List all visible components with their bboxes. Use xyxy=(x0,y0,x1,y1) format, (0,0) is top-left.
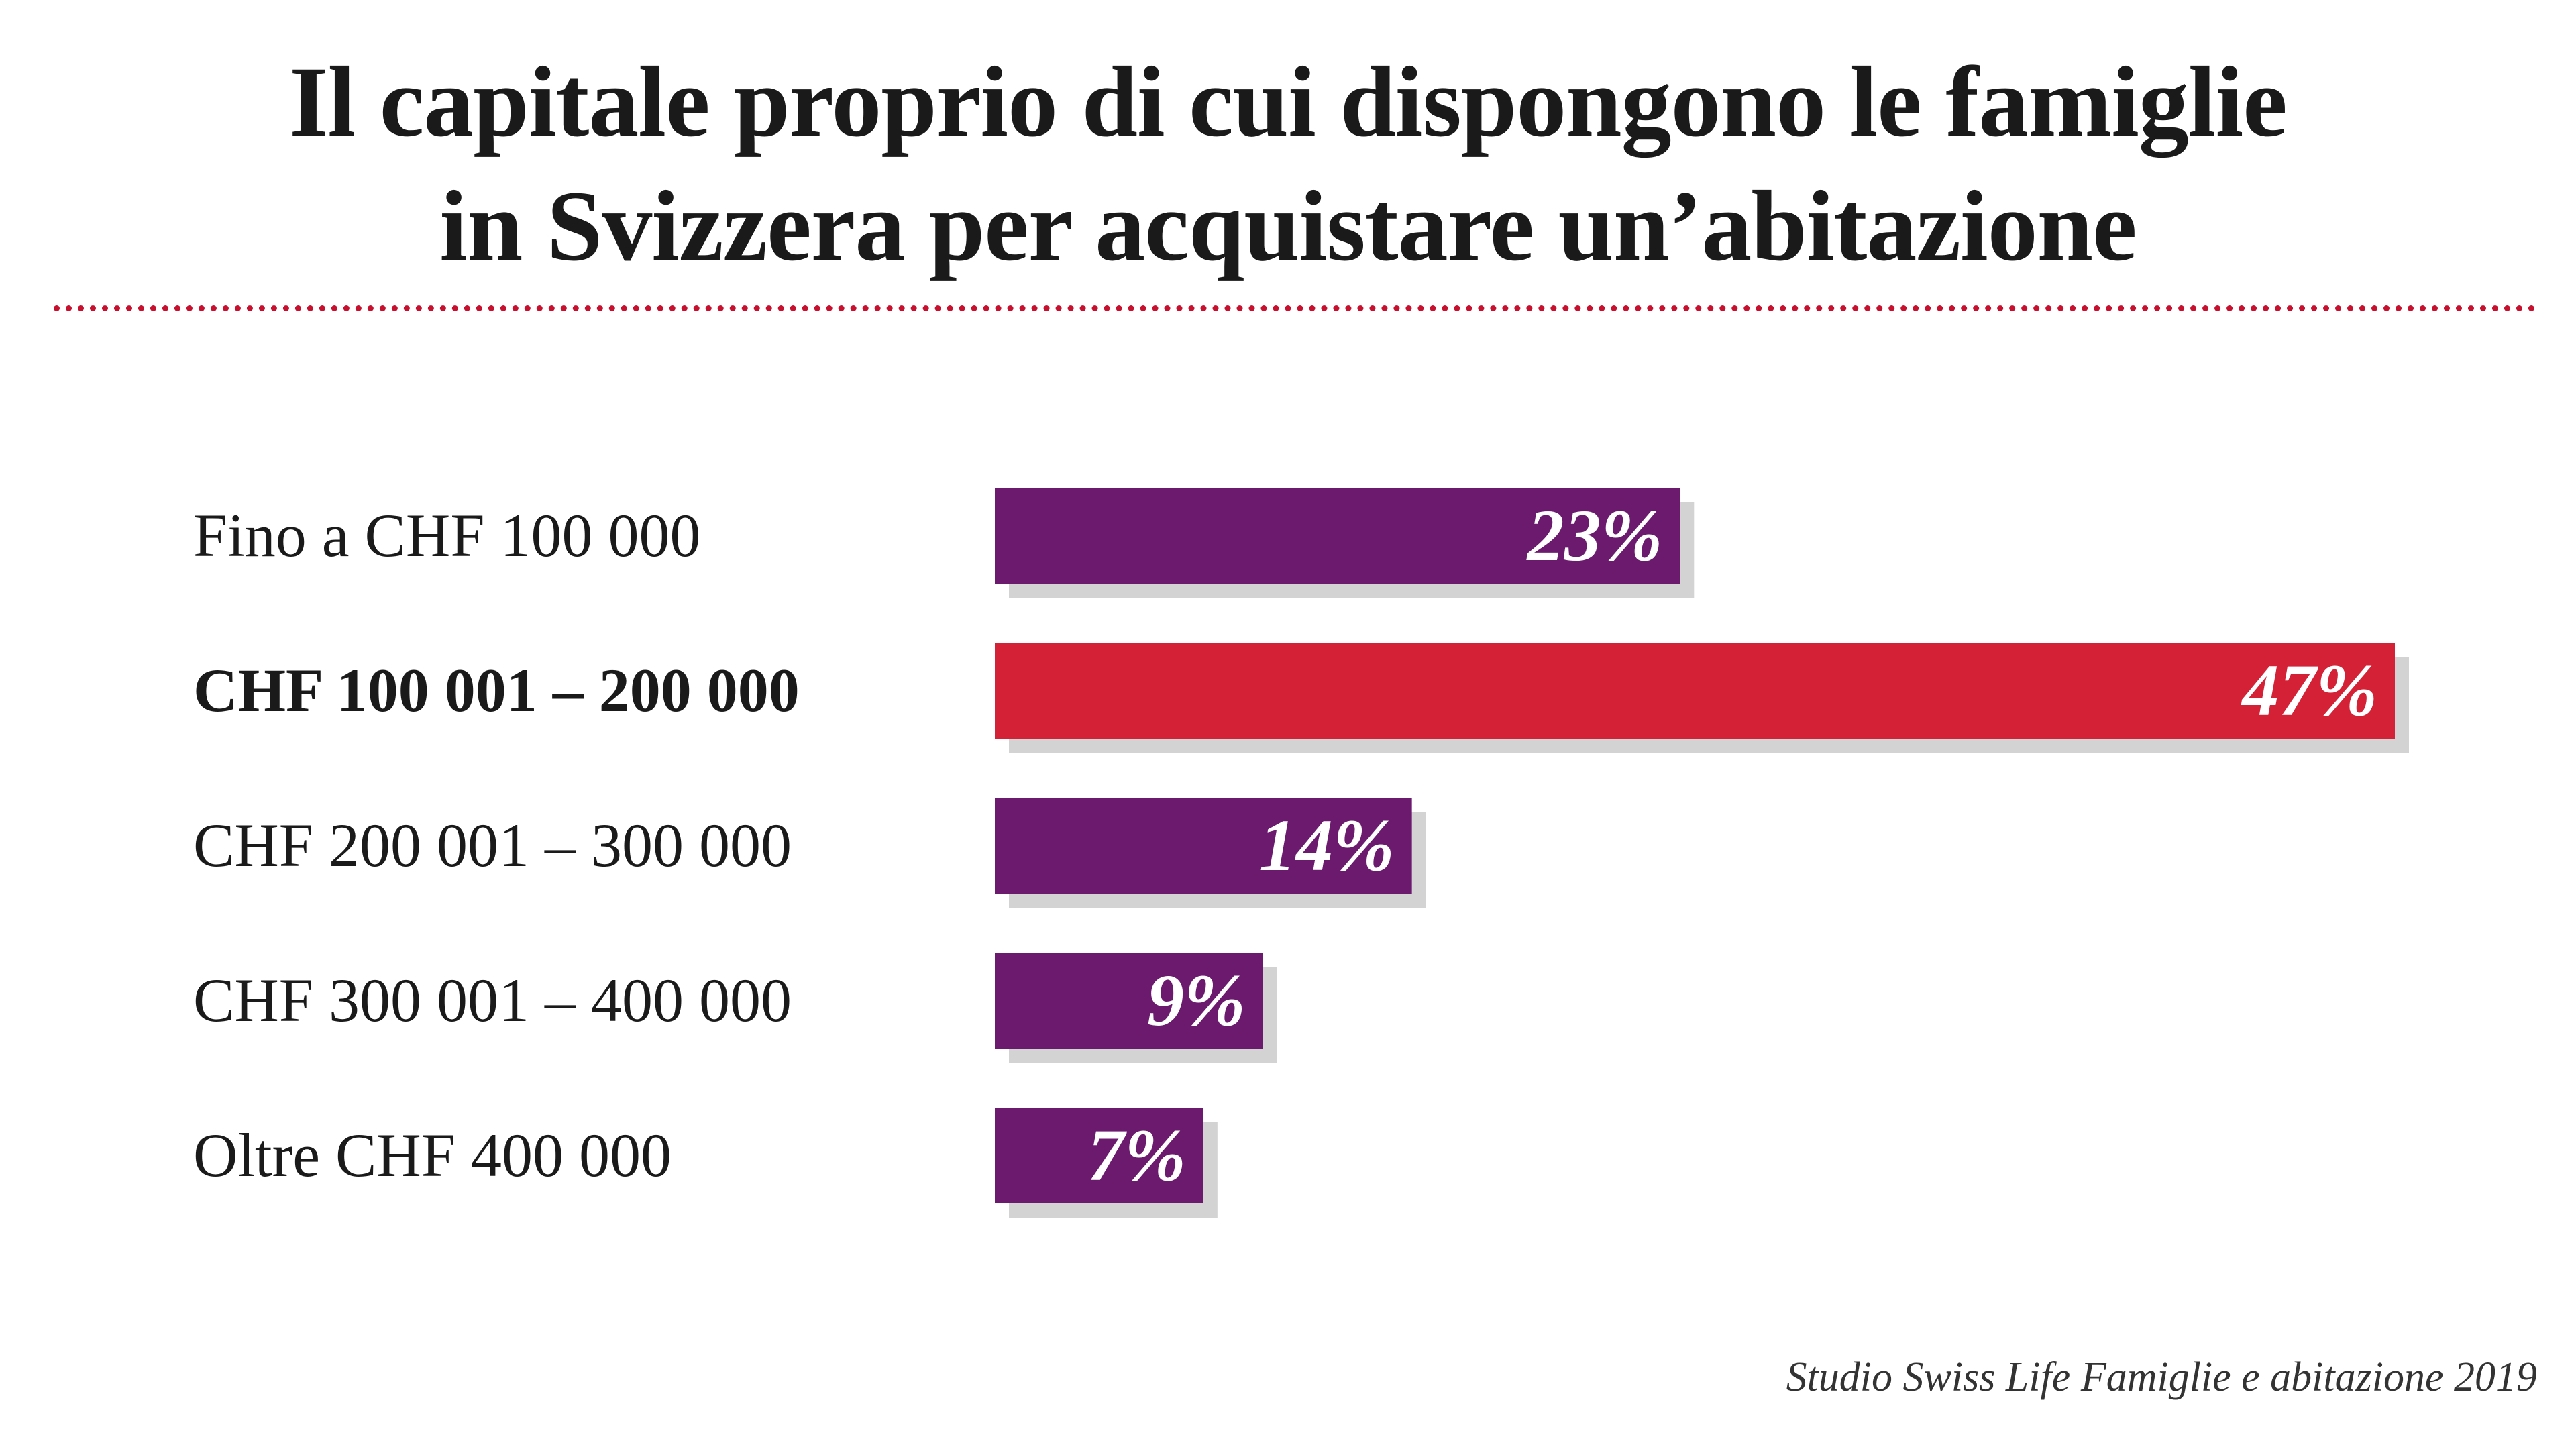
bar-group: CHF 200 001 – 300 000 14% xyxy=(193,798,1426,908)
chart-title-line-1: Il capitale proprio di cui dispongono le… xyxy=(289,46,2288,158)
title-divider xyxy=(54,305,2536,311)
source-note: Studio Swiss Life Famiglie e abitazione … xyxy=(1786,1354,2537,1400)
value-label: 47% xyxy=(2241,649,2377,731)
value-label: 23% xyxy=(1526,494,1663,576)
category-label: CHF 200 001 – 300 000 xyxy=(193,811,792,879)
bar-group: Oltre CHF 400 000 7% xyxy=(193,1108,1218,1218)
category-label: Fino a CHF 100 000 xyxy=(193,501,701,570)
value-label: 14% xyxy=(1259,804,1395,886)
bar-group: CHF 100 001 – 200 000 47% xyxy=(193,643,2409,753)
chart-title-line-2: in Svizzera per acquistare un’abitazione xyxy=(439,170,2137,282)
bar xyxy=(995,488,1680,584)
chart-title: Il capitale proprio di cui dispongono le… xyxy=(0,40,2576,288)
bar-group: CHF 300 001 – 400 000 9% xyxy=(193,953,1277,1063)
category-label: CHF 300 001 – 400 000 xyxy=(193,966,792,1034)
value-label: 7% xyxy=(1087,1114,1186,1196)
bar xyxy=(995,953,1263,1049)
value-label: 9% xyxy=(1147,959,1246,1041)
bar xyxy=(995,798,1412,894)
bar-group: Fino a CHF 100 000 23% xyxy=(193,488,1695,598)
bar xyxy=(995,1108,1203,1203)
category-label: Oltre CHF 400 000 xyxy=(193,1121,672,1189)
category-label: CHF 100 001 – 200 000 xyxy=(193,656,800,724)
bar xyxy=(995,643,2395,739)
